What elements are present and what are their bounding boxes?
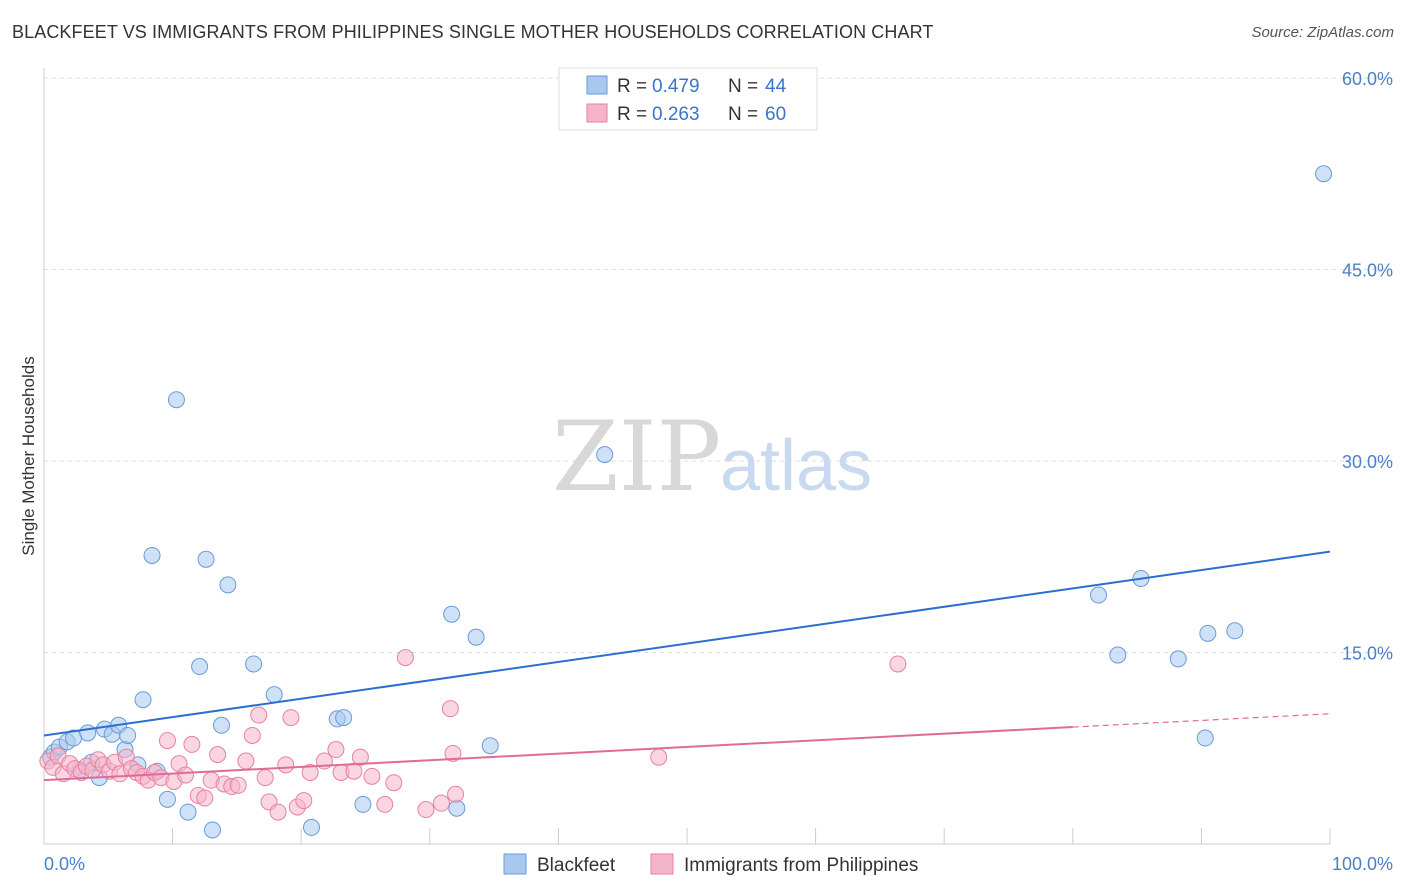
watermark: ZIP atlas xyxy=(552,401,872,513)
philippines-point-42 xyxy=(295,792,313,810)
philippines-point-49 xyxy=(363,767,381,785)
philippines-point-59 xyxy=(889,655,907,673)
philippines-point-40 xyxy=(282,709,300,727)
y-tick-label-2: 45.0% xyxy=(1342,261,1393,281)
philippines-point-48 xyxy=(351,748,369,766)
legend-swatch-blackfeet xyxy=(586,75,608,95)
x-tick-label-1: 100.0% xyxy=(1332,854,1393,874)
philippines-point-50 xyxy=(376,795,394,813)
philippines-points xyxy=(39,649,907,821)
philippines-point-21 xyxy=(158,732,176,750)
bottom-legend-swatch-philippines xyxy=(650,853,674,875)
legend-swatch-philippines xyxy=(586,103,608,123)
legend-n-label-0: N = xyxy=(728,76,758,97)
philippines-point-56 xyxy=(444,744,462,762)
blackfeet-point-38 xyxy=(1109,646,1127,664)
legend-r-value-0: 0.479 xyxy=(652,76,700,97)
philippines-point-34 xyxy=(243,726,261,744)
philippines-trend-line-extension xyxy=(1072,713,1331,728)
philippines-point-29 xyxy=(209,746,227,764)
blackfeet-point-41 xyxy=(1196,729,1214,747)
bottom-legend-label-philippines: Immigrants from Philippines xyxy=(684,855,918,876)
blackfeet-point-23 xyxy=(203,821,221,839)
blackfeet-point-26 xyxy=(245,655,263,673)
philippines-trend-line xyxy=(43,726,1073,782)
y-tick-label-0: 15.0% xyxy=(1342,644,1393,664)
blackfeet-point-20 xyxy=(179,803,197,821)
blackfeet-point-16 xyxy=(143,546,161,564)
philippines-point-55 xyxy=(441,700,459,718)
blackfeet-trend-line xyxy=(43,550,1331,737)
blackfeet-point-25 xyxy=(219,576,237,594)
legend-n-label-1: N = xyxy=(728,104,758,125)
y-axis-label: Single Mother Households xyxy=(19,356,38,555)
philippines-point-24 xyxy=(176,766,194,784)
blackfeet-point-42 xyxy=(1199,624,1217,642)
x-tick-label-0: 0.0% xyxy=(44,854,85,874)
legend-n-value-1: 60 xyxy=(765,104,786,125)
blackfeet-point-24 xyxy=(212,716,230,734)
blackfeet-point-19 xyxy=(167,391,185,409)
legend-n-value-0: 44 xyxy=(765,76,787,97)
philippines-point-35 xyxy=(250,706,268,724)
y-tick-label-1: 30.0% xyxy=(1342,452,1393,472)
philippines-point-38 xyxy=(269,803,287,821)
philippines-point-57 xyxy=(447,785,465,803)
x-tick-labels: 0.0% 100.0% xyxy=(44,854,1393,874)
philippines-point-58 xyxy=(650,748,668,766)
legend-r-value-1: 0.263 xyxy=(652,104,700,125)
blackfeet-point-33 xyxy=(448,799,466,817)
blackfeet-point-44 xyxy=(1315,165,1333,183)
philippines-point-39 xyxy=(277,756,295,774)
philippines-point-36 xyxy=(256,769,274,787)
trend-lines xyxy=(43,550,1331,782)
source-label: Source: ZipAtlas.com xyxy=(1251,24,1394,41)
philippines-point-54 xyxy=(432,794,450,812)
philippines-point-53 xyxy=(417,801,435,819)
philippines-point-33 xyxy=(237,752,255,770)
blackfeet-point-32 xyxy=(443,605,461,623)
chart-title: BLACKFEET VS IMMIGRANTS FROM PHILIPPINES… xyxy=(12,22,934,42)
blackfeet-point-18 xyxy=(158,790,176,808)
blackfeet-point-31 xyxy=(354,795,372,813)
y-tick-labels: 15.0% 30.0% 45.0% 60.0% xyxy=(1342,69,1393,664)
philippines-point-45 xyxy=(327,741,345,759)
philippines-point-51 xyxy=(385,774,403,792)
watermark-zip: ZIP xyxy=(552,401,721,513)
watermark-atlas: atlas xyxy=(720,426,872,506)
blackfeet-point-36 xyxy=(596,446,614,464)
grid-lines xyxy=(44,77,1392,653)
legend-r-label-0: R = xyxy=(617,76,647,97)
philippines-point-52 xyxy=(396,649,414,667)
blackfeet-point-6 xyxy=(79,724,97,742)
blackfeet-point-21 xyxy=(191,658,209,676)
legend-r-label-1: R = xyxy=(617,104,647,125)
blackfeet-point-22 xyxy=(197,550,215,568)
philippines-point-32 xyxy=(229,776,247,794)
philippines-point-43 xyxy=(301,764,319,782)
blackfeet-point-34 xyxy=(467,628,485,646)
y-tick-label-3: 60.0% xyxy=(1342,69,1393,89)
blackfeet-point-27 xyxy=(265,686,283,704)
bottom-legend-swatch-blackfeet xyxy=(503,853,527,875)
blackfeet-point-35 xyxy=(481,737,499,755)
legend-stats: R = 0.479 N = 44 R = 0.263 N = 60 xyxy=(558,67,818,131)
bottom-legend-label-blackfeet: Blackfeet xyxy=(537,855,616,876)
philippines-point-27 xyxy=(196,789,214,807)
blackfeet-point-43 xyxy=(1226,622,1244,640)
philippines-point-25 xyxy=(183,735,201,753)
blackfeet-point-37 xyxy=(1090,586,1108,604)
x-ticks xyxy=(172,828,1331,844)
blackfeet-point-40 xyxy=(1169,650,1187,668)
blackfeet-point-13 xyxy=(119,726,137,744)
blackfeet-point-28 xyxy=(302,818,320,836)
blackfeet-points xyxy=(41,165,1333,839)
blackfeet-point-15 xyxy=(134,691,152,709)
blackfeet-point-30 xyxy=(335,709,353,727)
legend-series: Blackfeet Immigrants from Philippines xyxy=(503,853,918,876)
